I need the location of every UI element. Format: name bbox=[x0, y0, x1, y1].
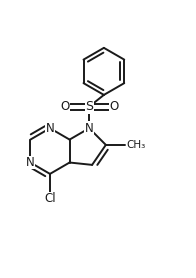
Text: N: N bbox=[46, 122, 54, 135]
Text: S: S bbox=[85, 100, 93, 113]
Text: N: N bbox=[26, 156, 35, 169]
Text: Cl: Cl bbox=[44, 192, 56, 205]
Text: O: O bbox=[109, 100, 118, 113]
Text: O: O bbox=[60, 100, 69, 113]
Text: N: N bbox=[85, 122, 93, 135]
Text: CH₃: CH₃ bbox=[126, 140, 146, 150]
